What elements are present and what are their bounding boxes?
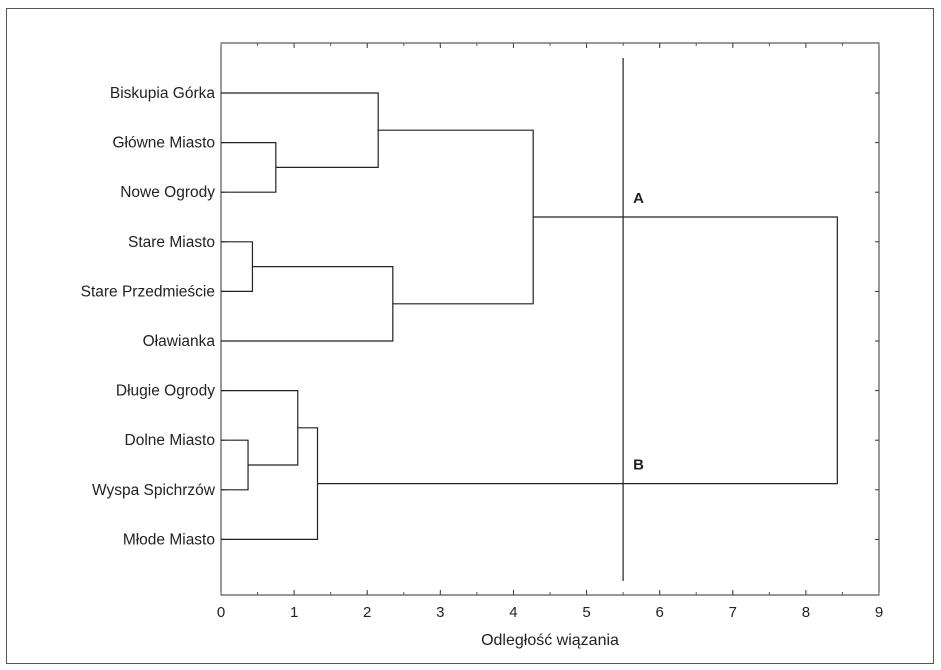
dendrogram-links — [221, 92, 838, 540]
x-tick-label: 0 — [217, 604, 225, 621]
x-tick-label: 3 — [436, 604, 444, 621]
dendrogram-link-m2 — [221, 92, 379, 168]
dendrogram-link-m6 — [221, 439, 249, 491]
x-axis-label: Odległość wiązania — [481, 632, 619, 649]
leaf-label: Wyspa Spichrzów — [92, 482, 216, 499]
x-tick-labels: 0 1 2 3 4 5 6 7 8 9 — [217, 604, 883, 621]
leaf-label: Biskupia Górka — [110, 85, 215, 102]
leaf-label: Długie Ogrody — [116, 383, 215, 400]
dendrogram-link-m7 — [221, 390, 299, 466]
dendrogram-link-m5 — [378, 129, 534, 305]
dendrogram-link-m1 — [221, 142, 277, 193]
leaf-label: Stare Miasto — [128, 234, 215, 251]
dendrogram-link-m8 — [221, 427, 319, 540]
dendrogram-link-m9 — [317, 216, 838, 485]
leaf-label: Dolne Miasto — [125, 432, 215, 449]
leaf-label: Nowe Ogrody — [120, 184, 215, 201]
x-tick-label: 5 — [582, 604, 590, 621]
cluster-annotation: A — [633, 190, 644, 207]
leaf-label: Oławianka — [143, 333, 216, 350]
cluster-annotation: B — [633, 457, 644, 474]
cluster-annotations: AB — [633, 190, 644, 474]
x-tick-label: 4 — [509, 604, 517, 621]
x-tick-label: 9 — [875, 604, 883, 621]
tick-marks — [220, 43, 880, 595]
leaf-label: Stare Przedmieście — [81, 283, 215, 300]
x-tick-label: 8 — [802, 604, 810, 621]
x-tick-label: 2 — [363, 604, 371, 621]
dendrogram-link-m3 — [221, 241, 254, 292]
x-tick-label: 6 — [655, 604, 663, 621]
leaf-labels: Biskupia Górka Główne Miasto Nowe Ogrody St… — [81, 85, 216, 548]
leaf-label: Młode Miasto — [123, 531, 215, 548]
leaf-label: Główne Miasto — [112, 135, 215, 152]
x-tick-label: 7 — [729, 604, 737, 621]
x-tick-label: 1 — [290, 604, 298, 621]
plot-area-border — [220, 42, 880, 596]
chart-frame: 0 1 2 3 4 5 6 7 8 9 Biskupia Górka Główne Miasto No… — [6, 8, 934, 664]
dendrogram-link-m4 — [221, 266, 394, 342]
dendrogram-chart: 0 1 2 3 4 5 6 7 8 9 Biskupia Górka Główne Miasto No… — [81, 42, 883, 649]
